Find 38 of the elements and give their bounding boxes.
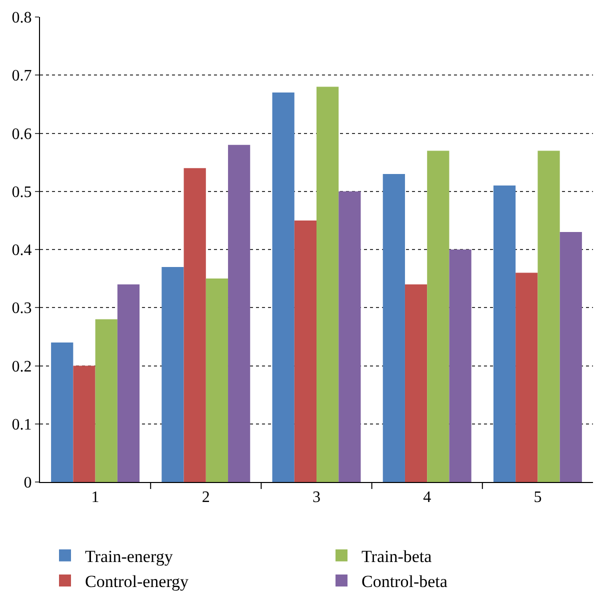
x-tick-label: 2 bbox=[202, 489, 210, 506]
bar bbox=[493, 186, 516, 482]
bar bbox=[449, 250, 472, 482]
bar bbox=[73, 366, 96, 482]
y-tick-label: 0.8 bbox=[12, 10, 32, 27]
bar bbox=[228, 144, 250, 482]
legend-label: Control-beta bbox=[362, 572, 448, 592]
bar bbox=[560, 232, 582, 482]
bar bbox=[184, 168, 206, 482]
x-tick-label: 5 bbox=[534, 489, 542, 506]
bar bbox=[538, 150, 560, 482]
legend-label: Train-energy bbox=[85, 546, 174, 566]
y-tick-label: 0 bbox=[24, 474, 32, 492]
bar bbox=[382, 174, 405, 482]
bar bbox=[427, 150, 450, 482]
legend-label: Control-energy bbox=[85, 572, 190, 592]
bar bbox=[516, 272, 538, 482]
y-tick-label: 0.5 bbox=[12, 184, 32, 201]
y-tick-label: 0.1 bbox=[12, 416, 32, 434]
bar bbox=[316, 86, 339, 482]
x-tick-label: 1 bbox=[91, 489, 100, 506]
bar bbox=[117, 284, 140, 482]
y-tick-label: 0.3 bbox=[12, 300, 32, 318]
bar bbox=[404, 284, 428, 482]
bar bbox=[206, 278, 228, 482]
y-tick-label: 0.2 bbox=[12, 358, 32, 376]
bar bbox=[162, 266, 184, 482]
bar bbox=[294, 220, 316, 482]
x-tick-label: 3 bbox=[312, 489, 320, 506]
bar bbox=[51, 342, 74, 482]
bar bbox=[95, 319, 118, 482]
legend-label: Train-beta bbox=[362, 546, 432, 566]
y-tick-label: 0.6 bbox=[12, 126, 32, 143]
y-tick-label: 0.4 bbox=[12, 242, 32, 260]
bar bbox=[338, 191, 361, 482]
x-tick-label: 4 bbox=[423, 489, 432, 506]
bar bbox=[272, 92, 294, 482]
y-tick-label: 0.7 bbox=[12, 68, 32, 85]
